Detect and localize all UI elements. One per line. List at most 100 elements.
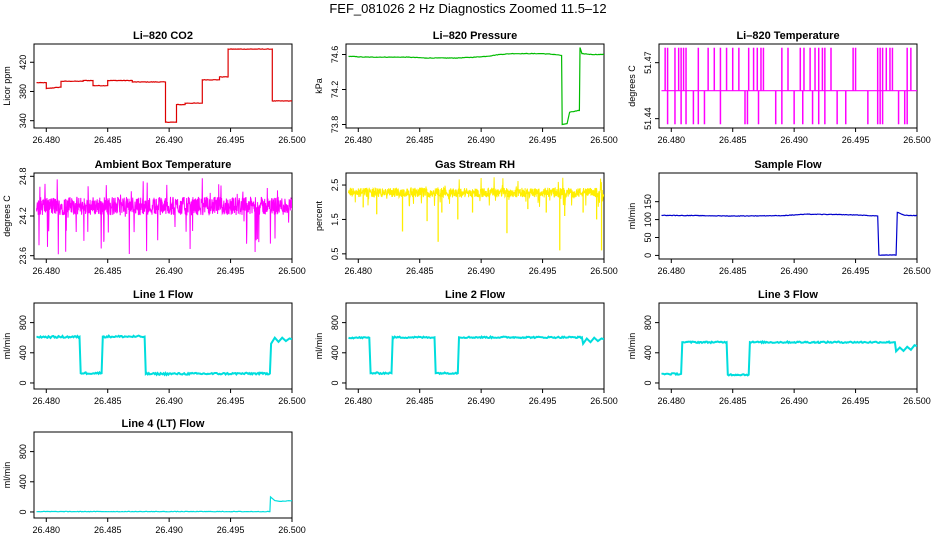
y-tick-label: 23.6 xyxy=(18,247,28,265)
series-group xyxy=(661,211,917,256)
series-line xyxy=(348,334,604,376)
y-tick-label: 800 xyxy=(643,315,653,330)
series-line xyxy=(661,211,917,256)
x-tick-label: 26.485 xyxy=(94,525,122,535)
y-tick-label: 400 xyxy=(18,345,28,360)
y-axis-label: degrees C xyxy=(2,195,12,237)
chart-panel: Line 3 Flow 26.480 26.485 26.490 26.495 26.50… xyxy=(627,289,931,406)
x-tick-label: 26.500 xyxy=(903,266,931,276)
chart-panel: Li–820 CO2 26.480 26.485 26.490 26.495 26.500… xyxy=(2,30,306,145)
plot-frame xyxy=(658,43,918,129)
series-line xyxy=(661,339,917,377)
chart-title: Li–820 CO2 xyxy=(133,30,193,42)
series-line xyxy=(36,178,292,255)
y-axis-label: percent xyxy=(314,200,324,231)
x-tick-label: 26.495 xyxy=(529,396,557,406)
chart-panel: Li–820 Temperature 26.480 26.485 26.490 26.4… xyxy=(627,30,931,145)
series-line xyxy=(348,47,604,126)
y-tick-label: 420 xyxy=(18,55,28,70)
x-tick-label: 26.485 xyxy=(719,396,747,406)
page-title: FEF_081026 2 Hz Diagnostics Zoomed 11.5–… xyxy=(329,1,607,16)
chart-title: Line 3 Flow xyxy=(758,289,818,301)
plot-frame xyxy=(33,172,293,260)
x-tick-label: 26.480 xyxy=(658,135,686,145)
y-tick-label: 50 xyxy=(643,232,653,242)
x-tick-label: 26.485 xyxy=(406,396,434,406)
series-group xyxy=(36,334,292,377)
y-tick-label: 800 xyxy=(18,444,28,459)
x-tick-label: 26.485 xyxy=(94,396,122,406)
series-line xyxy=(36,334,292,377)
chart-title: Ambient Box Temperature xyxy=(95,159,232,171)
x-tick-label: 26.500 xyxy=(903,135,931,145)
plot-frame xyxy=(345,172,605,260)
y-axis-label: degrees C xyxy=(627,65,637,107)
x-tick-label: 26.485 xyxy=(719,135,747,145)
x-tick-label: 26.480 xyxy=(33,135,61,145)
y-tick-label: 51.47 xyxy=(643,51,653,74)
plot-frame xyxy=(33,302,293,390)
y-axis-label: Licor ppm xyxy=(2,66,12,106)
x-tick-label: 26.500 xyxy=(278,266,306,276)
x-tick-label: 26.480 xyxy=(345,396,373,406)
x-tick-label: 26.495 xyxy=(529,135,557,145)
x-tick-label: 26.490 xyxy=(467,266,495,276)
y-tick-label: 24.8 xyxy=(18,168,28,186)
x-tick-label: 26.485 xyxy=(406,135,434,145)
x-tick-label: 26.490 xyxy=(467,135,495,145)
series-group xyxy=(36,178,292,255)
x-tick-label: 26.480 xyxy=(345,135,373,145)
y-axis-label: ml/min xyxy=(314,333,324,360)
x-tick-label: 26.490 xyxy=(780,135,808,145)
x-tick-label: 26.480 xyxy=(658,396,686,406)
series-group xyxy=(36,48,292,124)
chart-panel: Gas Stream RH 26.480 26.485 26.490 26.495 26.… xyxy=(314,159,618,276)
x-tick-label: 26.495 xyxy=(217,525,245,535)
y-tick-label: 24.2 xyxy=(18,207,28,225)
chart-panel: Line 4 (LT) Flow 26.480 26.485 26.490 26.495… xyxy=(2,418,306,535)
series-line xyxy=(36,495,292,513)
x-tick-label: 26.495 xyxy=(217,266,245,276)
y-axis-label: ml/min xyxy=(2,333,12,360)
y-tick-label: 0 xyxy=(18,380,28,385)
x-tick-label: 26.495 xyxy=(842,266,870,276)
series-group xyxy=(348,177,604,251)
y-tick-label: 150 xyxy=(643,194,653,209)
x-tick-label: 26.500 xyxy=(278,525,306,535)
y-tick-label: 0 xyxy=(643,253,653,258)
x-tick-label: 26.480 xyxy=(33,525,61,535)
y-tick-label: 1.5 xyxy=(330,213,340,226)
chart-panel: Sample Flow 26.480 26.485 26.490 26.495 26.50… xyxy=(627,159,931,276)
chart-title: Line 4 (LT) Flow xyxy=(122,418,205,430)
y-axis-label: ml/min xyxy=(627,203,637,230)
y-tick-label: 800 xyxy=(330,315,340,330)
x-tick-label: 26.485 xyxy=(719,266,747,276)
y-tick-label: 51.44 xyxy=(643,107,653,130)
plot-frame xyxy=(658,172,918,260)
y-tick-label: 400 xyxy=(18,474,28,489)
series-group xyxy=(348,47,604,126)
x-tick-label: 26.490 xyxy=(780,266,808,276)
x-tick-label: 26.490 xyxy=(467,396,495,406)
x-tick-label: 26.485 xyxy=(406,266,434,276)
chart-title: Sample Flow xyxy=(754,159,822,171)
chart-panel: Ambient Box Temperature 26.480 26.485 26.49… xyxy=(2,159,306,276)
series-line xyxy=(36,48,292,124)
x-tick-label: 26.500 xyxy=(278,396,306,406)
chart-title: Gas Stream RH xyxy=(435,159,515,171)
series-group xyxy=(661,339,917,377)
plot-frame xyxy=(345,302,605,390)
plot-frame xyxy=(345,43,605,129)
x-tick-label: 26.500 xyxy=(278,135,306,145)
y-tick-label: 0 xyxy=(643,380,653,385)
x-tick-label: 26.495 xyxy=(842,135,870,145)
y-tick-label: 74.6 xyxy=(330,46,340,64)
x-tick-label: 26.495 xyxy=(529,266,557,276)
chart-panel: Line 1 Flow 26.480 26.485 26.490 26.495 26.50… xyxy=(2,289,306,406)
x-tick-label: 26.490 xyxy=(155,525,183,535)
chart-title: Line 2 Flow xyxy=(445,289,505,301)
x-tick-label: 26.480 xyxy=(33,266,61,276)
x-tick-label: 26.500 xyxy=(590,135,618,145)
y-tick-label: 100 xyxy=(643,212,653,227)
